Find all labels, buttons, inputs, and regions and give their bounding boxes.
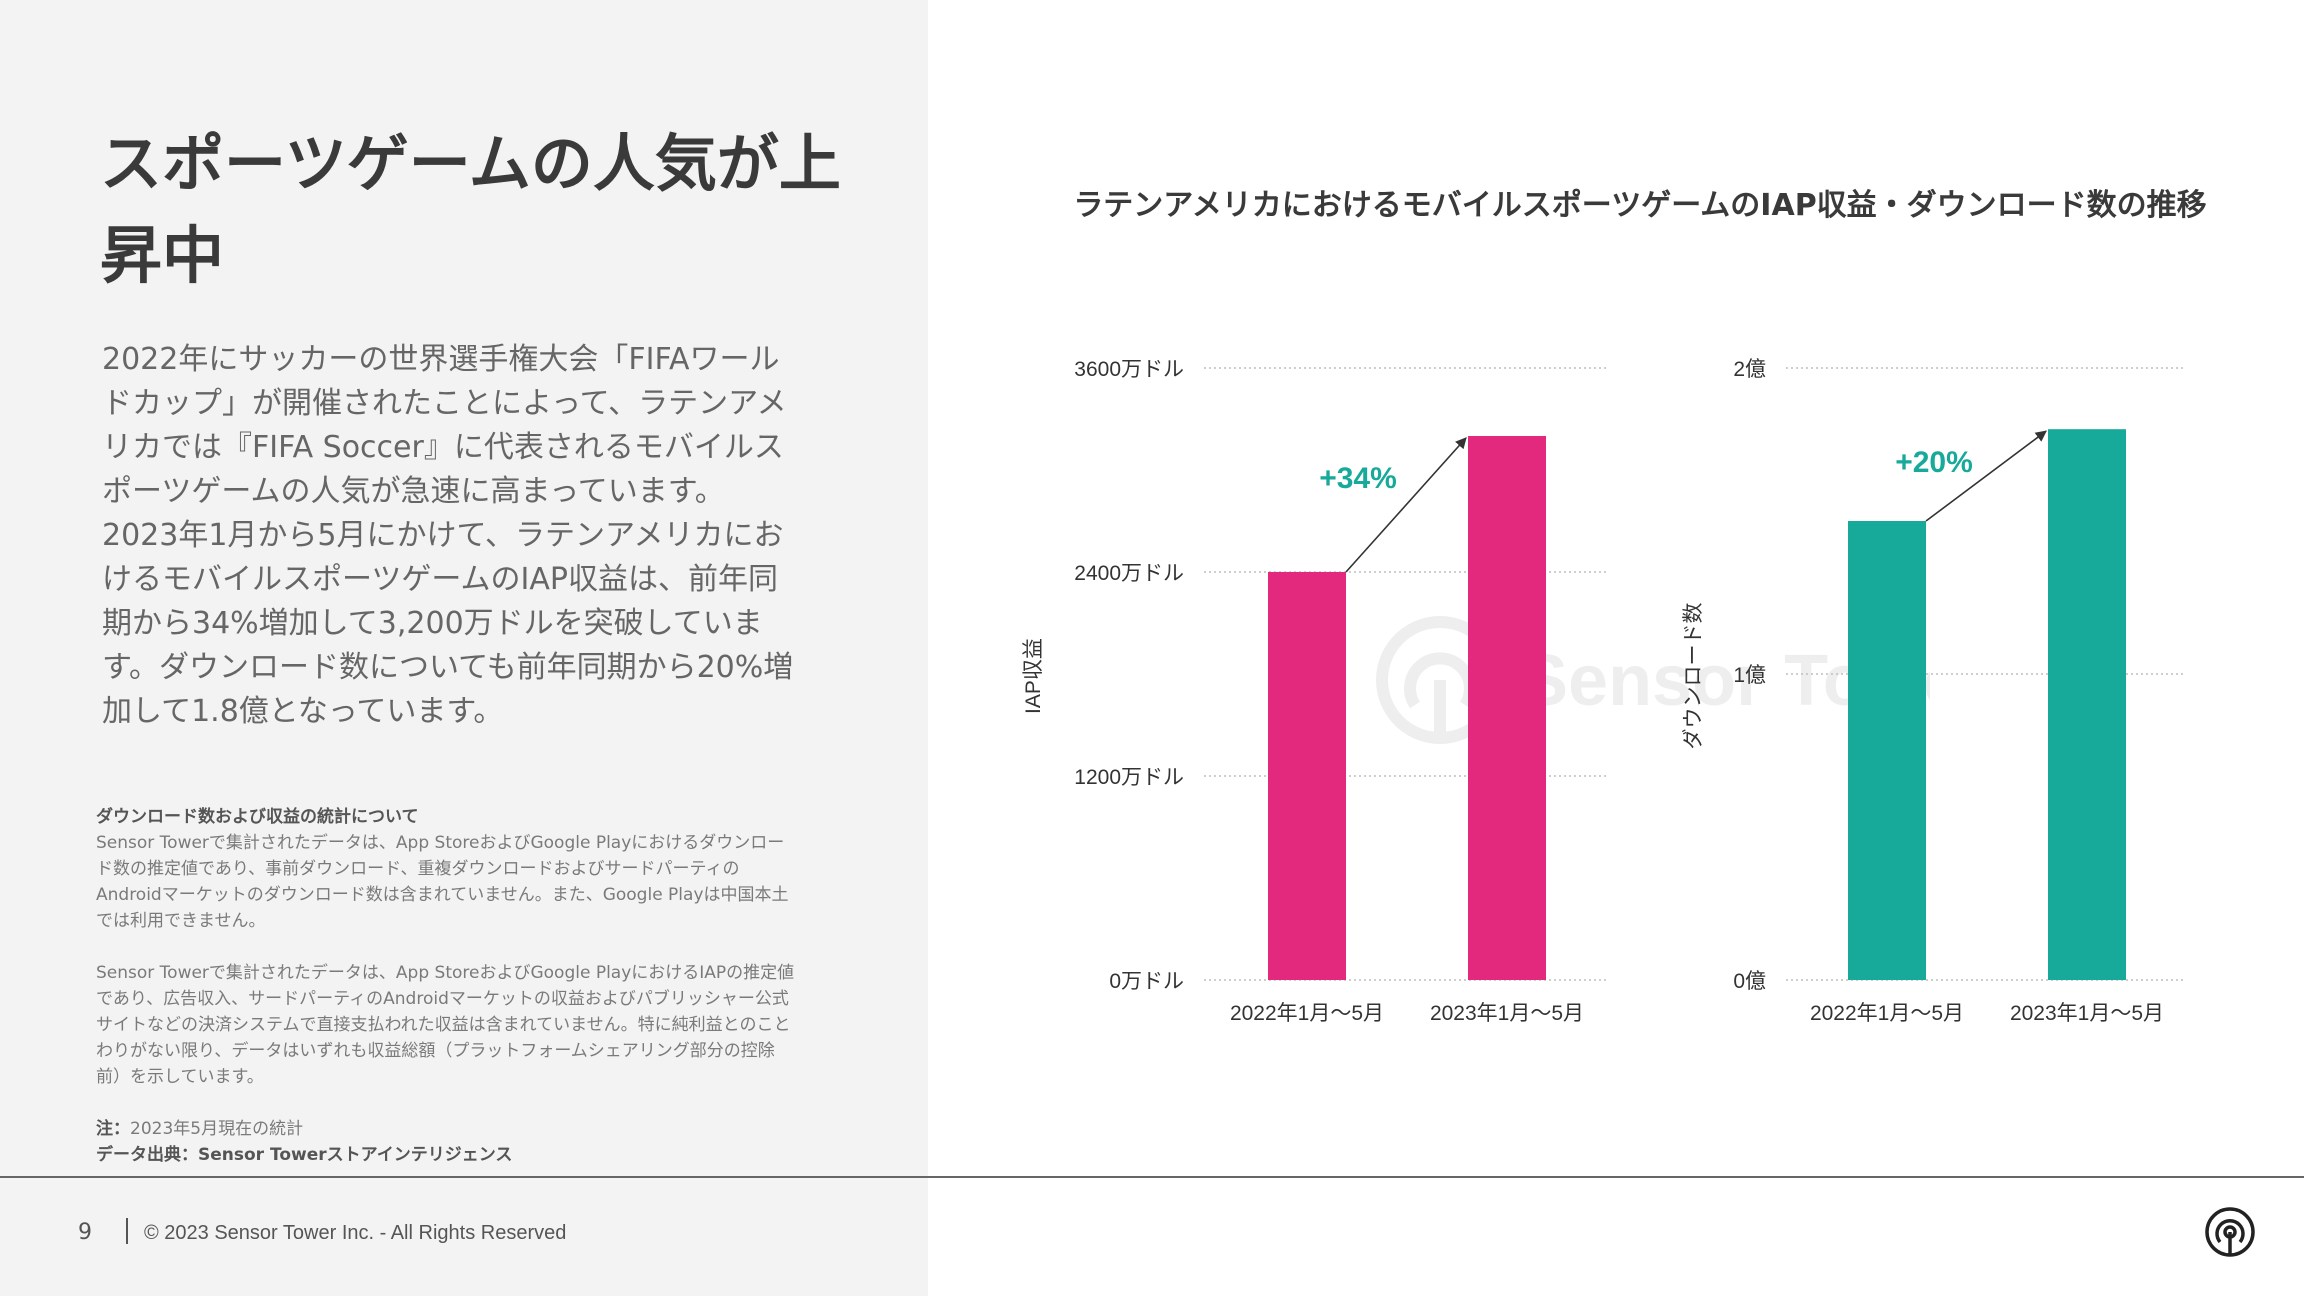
revenue-growth-label: +34% [1319, 462, 1397, 495]
revenue-bar [1468, 436, 1546, 980]
notes-date-line: 注：2023年5月現在の統計 [96, 1116, 796, 1142]
revenue-ytick-label: 3600万ドル [1074, 358, 1184, 381]
revenue-axis-label: IAP収益 [1022, 638, 1045, 714]
footer-separator [126, 1218, 128, 1244]
revenue-ytick-label: 2400万ドル [1074, 562, 1184, 585]
chart-title: ラテンアメリカにおけるモバイルスポーツゲームのIAP収益・ダウンロード数の推移 [1073, 188, 2207, 223]
notes-revenue-paragraph: Sensor Towerで集計されたデータは、App StoreおよびGoogl… [96, 963, 795, 1087]
page-number: 9 [78, 1220, 92, 1245]
downloads-axis-label: ダウンロード数 [1682, 603, 1705, 750]
revenue-bar [1268, 572, 1346, 980]
downloads-bar [2048, 429, 2126, 980]
footer-divider [0, 1176, 2304, 1178]
downloads-ytick-label: 1億 [1733, 664, 1766, 687]
body-text: 2022年にサッカーの世界選手権大会「FIFAワールドカップ」が開催されたことに… [102, 342, 794, 729]
revenue-growth-arrow [1345, 437, 1467, 573]
downloads-category-label: 2022年1月～5月 [1810, 1002, 1964, 1025]
notes-downloads-paragraph: Sensor Towerで集計されたデータは、App StoreおよびGoogl… [96, 833, 789, 931]
notes-source: データ出典：Sensor Towerストアインテリジェンス [96, 1145, 513, 1165]
revenue-ytick-label: 1200万ドル [1074, 766, 1184, 789]
downloads-growth-label: +20% [1895, 446, 1973, 479]
downloads-growth-arrow [1925, 430, 2047, 522]
downloads-category-label: 2023年1月～5月 [2010, 1002, 2164, 1025]
page-title: スポーツゲームの人気が上昇中 [100, 127, 841, 292]
copyright-text: © 2023 Sensor Tower Inc. - All Rights Re… [144, 1222, 567, 1244]
notes-section: ダウンロード数および収益の統計について Sensor Towerで集計されたデー… [96, 804, 796, 1168]
downloads-ytick-label: 2億 [1733, 358, 1766, 381]
sensor-tower-logo-icon [2205, 1207, 2255, 1257]
downloads-bar [1848, 521, 1926, 980]
notes-date-label: 注： [96, 1119, 130, 1139]
notes-heading: ダウンロード数および収益の統計について [96, 807, 419, 827]
downloads-ytick-label: 0億 [1733, 970, 1766, 993]
revenue-category-label: 2022年1月～5月 [1230, 1002, 1384, 1025]
revenue-ytick-label: 0万ドル [1109, 970, 1184, 993]
notes-date-text: 2023年5月現在の統計 [130, 1119, 304, 1139]
revenue-category-label: 2023年1月～5月 [1430, 1002, 1584, 1025]
left-panel [0, 0, 928, 1296]
